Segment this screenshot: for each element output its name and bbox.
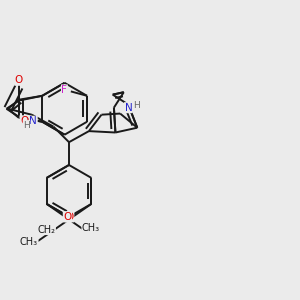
Text: CH₃: CH₃ [82, 224, 100, 233]
Text: H: H [23, 121, 30, 130]
Text: O: O [15, 75, 23, 85]
Text: CH₃: CH₃ [20, 237, 38, 247]
Text: F: F [61, 85, 67, 95]
Text: O: O [66, 212, 74, 222]
Text: N: N [29, 116, 37, 126]
Text: O: O [63, 212, 71, 222]
Text: O: O [20, 116, 28, 126]
Text: H: H [133, 101, 140, 110]
Text: N: N [124, 103, 132, 113]
Text: CH₂: CH₂ [38, 225, 56, 235]
